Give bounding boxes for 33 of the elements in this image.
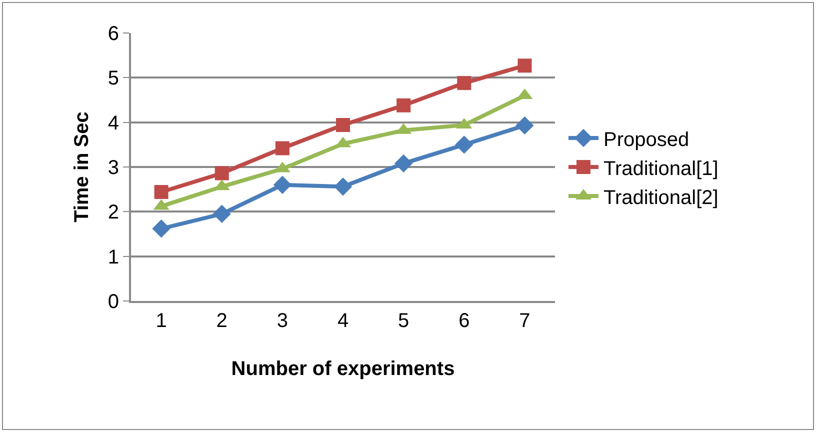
x-tick-label: 5 [398,310,410,332]
y-tick-label: 0 [108,291,119,313]
y-tick-label: 6 [108,23,119,45]
x-tick-label: 6 [458,310,470,332]
y-tick-label: 5 [108,68,119,90]
point [273,176,292,194]
point [516,116,534,135]
x-tick-label: 7 [519,310,530,332]
point [152,220,170,238]
legend-label: Traditional[1] [603,158,718,180]
point [457,76,472,90]
point [336,118,350,132]
point [396,98,411,112]
point [455,136,474,154]
point [154,185,168,200]
y-tick-label: 1 [108,246,119,268]
x-tick-label: 3 [276,310,288,332]
y-tick-label: 4 [108,112,119,134]
point [518,58,532,73]
y-tick-label: 3 [108,157,119,179]
point [275,141,290,156]
legend-label: Traditional[2] [603,186,718,209]
x-axis-title: Number of experiments [231,358,455,380]
point [334,178,352,196]
point [212,204,231,223]
point [394,154,413,173]
point [214,166,229,180]
x-tick-label: 1 [156,310,167,332]
y-tick-label: 2 [108,202,119,224]
legend-label: Proposed [603,128,690,151]
x-tick-label: 4 [337,310,349,332]
x-tick-label: 2 [216,310,228,332]
y-axis-title: Time in Sec [70,112,93,222]
